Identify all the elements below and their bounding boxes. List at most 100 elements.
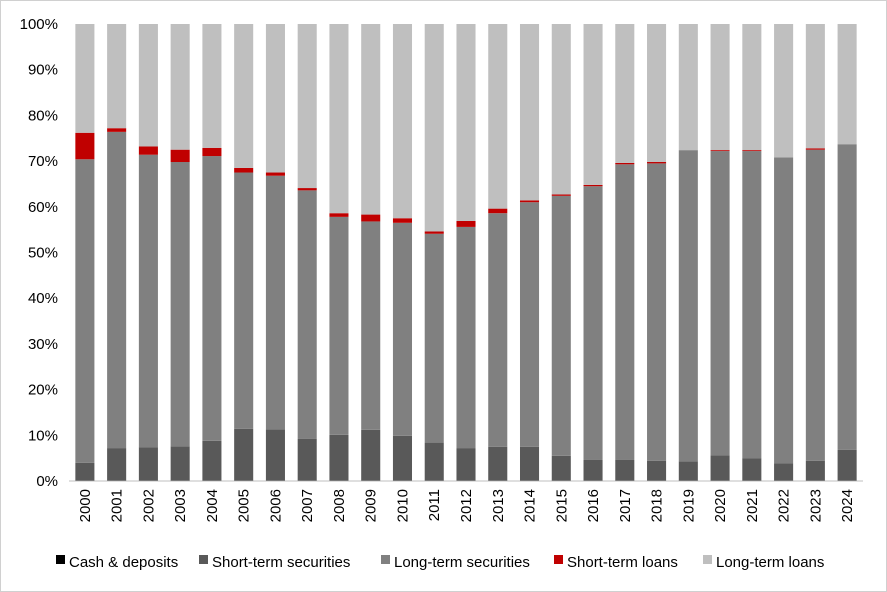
bar-segment [805, 149, 825, 461]
bar-segment [774, 463, 794, 481]
bar-segment [202, 440, 222, 481]
bar-segment [488, 24, 508, 209]
bar-segment [647, 24, 667, 163]
x-tick-label: 2017 [617, 489, 634, 522]
x-tick-label: 2010 [394, 489, 411, 522]
x-tick-label: 2016 [585, 489, 602, 522]
bar-segment [615, 459, 635, 481]
bar-segment [329, 24, 349, 214]
bar-segment [551, 195, 571, 456]
y-tick-label: 30% [28, 336, 58, 353]
bar-segment [392, 218, 413, 223]
bar-segment [647, 163, 667, 461]
x-tick-label: 2012 [458, 489, 475, 522]
bar-segment [329, 434, 349, 481]
bar-segment [107, 128, 127, 132]
bar-segment [234, 172, 254, 429]
bar-segment [202, 24, 222, 148]
bar-segment [392, 435, 413, 481]
y-tick-label: 50% [28, 245, 58, 262]
bar-segment [519, 24, 540, 201]
bar-segment [329, 216, 349, 435]
x-tick-label: 2024 [839, 489, 856, 522]
y-tick-label: 80% [28, 107, 58, 124]
bar-segment [615, 162, 635, 165]
x-tick-label: 2006 [267, 489, 284, 522]
bar-segment [647, 162, 667, 164]
y-tick-label: 0% [36, 473, 58, 490]
bar-segment [234, 167, 254, 173]
legend-swatch [199, 555, 208, 564]
x-tick-label: 2002 [140, 489, 157, 522]
bar-segment [456, 24, 476, 221]
bar-segment [710, 150, 730, 152]
y-tick-label: 20% [28, 382, 58, 399]
x-tick-label: 2009 [363, 489, 380, 522]
bar-segment [138, 24, 158, 147]
bar-segment [170, 24, 190, 150]
bar-segment [202, 156, 222, 441]
x-tick-label: 2019 [680, 489, 697, 522]
x-axis: 2000 2001 2002 2003 2004 2005 2006 2007 2008 2009… [69, 480, 863, 522]
bar-segment [297, 24, 317, 189]
bar-segment [138, 146, 158, 155]
x-tick-label: 2001 [109, 489, 126, 522]
x-tick-label: 2020 [712, 489, 729, 522]
y-tick-label: 40% [28, 290, 58, 307]
legend-swatch [554, 555, 563, 564]
bar-segment [265, 175, 285, 430]
bar-segment [361, 221, 381, 430]
bar-segment [107, 131, 127, 449]
bar-segment [170, 149, 190, 163]
bar-segment [75, 462, 95, 481]
bar-segment [615, 164, 635, 460]
legend-label: Cash & deposits [69, 554, 178, 571]
bar-segment [488, 446, 508, 481]
bar-segment [583, 186, 603, 460]
bar-segment [710, 24, 730, 151]
bar-segment [837, 144, 857, 450]
bar-segment [678, 150, 698, 462]
bar-segment [583, 24, 603, 185]
bar-segment [805, 24, 825, 149]
bar-segment [742, 151, 762, 459]
bar-segment [138, 447, 158, 481]
bar-segment [742, 458, 762, 481]
bar-segment [265, 24, 285, 173]
bar-segment [170, 446, 190, 481]
y-tick-label: 100% [20, 16, 58, 33]
x-tick-label: 2003 [172, 489, 189, 522]
bar-segment [75, 159, 95, 463]
bar-segment [170, 162, 190, 447]
bar-segment [265, 172, 285, 176]
bar-segment [202, 147, 222, 157]
bar-segment [424, 231, 444, 234]
bar-segment [519, 446, 540, 481]
legend-label: Long-term loans [716, 554, 824, 571]
bar-segment [329, 213, 349, 217]
bar-segment [742, 150, 762, 152]
bar-segment [392, 222, 413, 436]
bar-segment [75, 24, 95, 133]
bar-segment [710, 151, 730, 456]
x-tick-label: 2000 [77, 489, 94, 522]
legend-label: Short-term securities [212, 554, 350, 571]
bar-segment [424, 442, 444, 481]
y-tick-label: 10% [28, 427, 58, 444]
bar-segment [234, 428, 254, 481]
x-tick-label: 2011 [426, 489, 443, 521]
x-tick-label: 2023 [807, 489, 824, 522]
bar-segment [488, 213, 508, 447]
legend-swatch [381, 555, 390, 564]
y-tick-label: 70% [28, 153, 58, 170]
bar-segment [488, 208, 508, 214]
bar-segment [107, 448, 127, 481]
bar-segment [583, 459, 603, 481]
bar-segment [234, 24, 254, 168]
bar-segment [805, 148, 825, 150]
y-tick-label: 60% [28, 199, 58, 216]
bar-segment [456, 448, 476, 481]
x-tick-label: 2014 [522, 489, 539, 522]
